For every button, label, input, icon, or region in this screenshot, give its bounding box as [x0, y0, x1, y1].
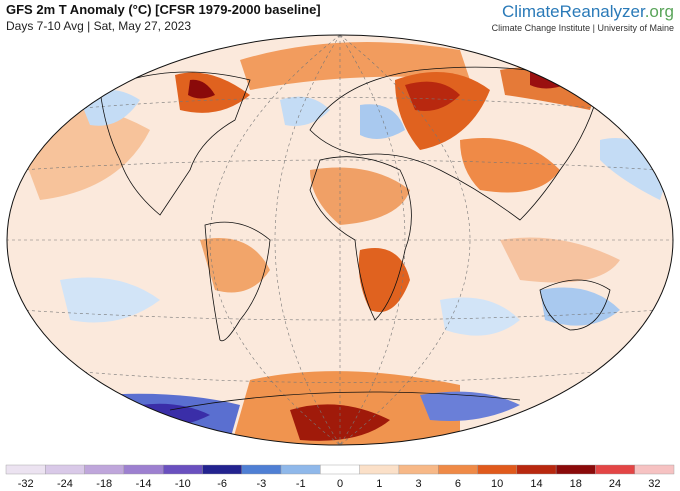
map	[6, 34, 674, 446]
logo-tagline: Climate Change Institute | University of…	[491, 23, 674, 33]
colorbar-label: -10	[175, 478, 191, 490]
logo: ClimateReanalyzer.org Climate Change Ins…	[492, 2, 674, 33]
colorbar-label: -32	[18, 478, 34, 490]
colorbar-cell	[398, 464, 439, 475]
colorbar-cell	[241, 464, 282, 475]
colorbar-label: 3	[416, 478, 422, 490]
colorbar-cell	[45, 464, 85, 475]
colorbar-label: -6	[217, 478, 227, 490]
map-title: GFS 2m T Anomaly (°C) [CFSR 1979-2000 ba…	[6, 2, 321, 17]
globe-outline	[6, 34, 674, 446]
colorbar-label: 10	[491, 478, 503, 490]
map-subtitle: Days 7-10 Avg | Sat, May 27, 2023	[6, 19, 192, 33]
colorbar-cell	[359, 464, 400, 475]
colorbar: -32 -24 -18 -14 -10 -6 -3 -1 0 1 3 6 10 14 18 24 32	[5, 464, 675, 490]
colorbar-label: 32	[648, 478, 660, 490]
colorbar-cell	[280, 464, 321, 475]
anomaly-field	[7, 35, 673, 445]
colorbar-cell	[5, 464, 46, 475]
colorbar-cell	[516, 464, 557, 475]
colorbar-label: 1	[376, 478, 382, 490]
colorbar-label: -3	[257, 478, 267, 490]
colorbar-cell	[202, 464, 242, 475]
colorbar-label: -14	[136, 478, 152, 490]
colorbar-cell	[320, 464, 360, 475]
colorbar-label: -1	[296, 478, 306, 490]
colorbar-cell	[162, 464, 203, 475]
colorbar-cell	[555, 464, 596, 475]
colorbar-cell	[123, 464, 164, 475]
colorbar-label: 0	[337, 478, 343, 490]
colorbar-label: 24	[609, 478, 621, 490]
colorbar-label: 14	[530, 478, 542, 490]
colorbar-label: 18	[570, 478, 582, 490]
colorbar-cell	[438, 464, 478, 475]
logo-text: ClimateReanalyzer.org	[492, 2, 674, 22]
colorbar-label: -18	[96, 478, 112, 490]
colorbar-label: 6	[455, 478, 461, 490]
colorbar-cell	[477, 464, 518, 475]
colorbar-label: -24	[57, 478, 73, 490]
colorbar-cell	[634, 464, 675, 475]
colorbar-cell	[84, 464, 125, 475]
colorbar-cell	[595, 464, 635, 475]
logo-suffix: .org	[644, 2, 674, 21]
logo-name: ClimateReanalyzer	[502, 2, 645, 21]
